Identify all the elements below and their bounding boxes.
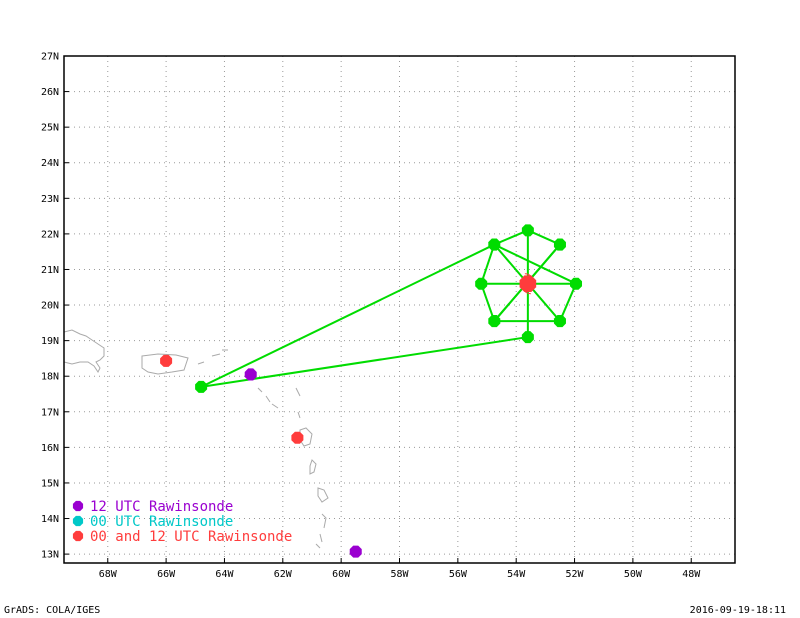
x-tick-label: 56W: [449, 569, 468, 580]
footer-right: 2016-09-19-18:11: [689, 605, 786, 616]
x-tick-label: 62W: [274, 569, 293, 580]
dropsonde-point: [488, 238, 501, 251]
y-tick-label: 15N: [41, 478, 59, 489]
x-tick-label: 64W: [215, 569, 234, 580]
station-san-juan: [160, 354, 173, 367]
dropsonde-point: [521, 224, 534, 237]
dropsonde-point: [553, 315, 566, 328]
y-tick-label: 21N: [41, 265, 59, 276]
coast-martinique: [317, 487, 329, 503]
flight-segment: [480, 244, 496, 285]
x-tick-label: 60W: [332, 569, 351, 580]
coast-virgin-islands: [197, 349, 228, 365]
footer-left: GrADS: COLA/IGES: [4, 605, 101, 616]
station-st-maarten: [244, 368, 257, 381]
y-tick-label: 14N: [41, 514, 59, 525]
coast-dominica: [309, 459, 317, 475]
legend-marker: [72, 500, 84, 512]
coast-hispaniola: [63, 329, 105, 373]
y-tick-label: 13N: [41, 550, 59, 561]
coast-puerto-rico: [141, 353, 189, 375]
dropsonde-point: [521, 331, 534, 344]
x-tick-label: 50W: [624, 569, 643, 580]
legend-label: 00 and 12 UTC Rawinsonde: [90, 529, 292, 545]
y-tick-label: 16N: [41, 443, 59, 454]
rawinsonde-stations: [160, 354, 362, 558]
x-tick-label: 48W: [682, 569, 701, 580]
flight-segment: [493, 243, 577, 285]
coast-st-lucia-grenadines: [315, 513, 327, 549]
x-tick-label: 52W: [566, 569, 585, 580]
y-tick-label: 27N: [41, 52, 59, 63]
y-tick-label: 18N: [41, 372, 59, 383]
y-tick-label: 23N: [41, 194, 59, 205]
flight-segment: [480, 283, 496, 322]
dropsonde-points: [195, 224, 583, 393]
flight-track: [200, 229, 577, 388]
coast-anguilla-antigua: [257, 387, 301, 419]
x-tick-label: 68W: [99, 569, 118, 580]
storm-center-marker: [519, 275, 537, 293]
legend-label: 00 UTC Rawinsonde: [90, 514, 233, 530]
flight-segment: [200, 243, 495, 388]
dropsonde-point: [553, 238, 566, 251]
grid-lines: [64, 55, 735, 563]
dropsonde-point: [475, 277, 488, 290]
legend-marker: [72, 530, 84, 542]
station-guadeloupe: [291, 431, 304, 444]
station-barbados: [349, 545, 362, 558]
dropsonde-point: [570, 277, 583, 290]
dropsonde-point: [488, 315, 501, 328]
y-tick-label: 26N: [41, 87, 59, 98]
flight-segment: [559, 283, 577, 322]
y-tick-label: 25N: [41, 123, 59, 134]
x-tick-label: 54W: [507, 569, 526, 580]
y-tick-label: 19N: [41, 336, 59, 347]
y-tick-label: 24N: [41, 158, 59, 169]
x-tick-label: 58W: [390, 569, 409, 580]
y-tick-label: 17N: [41, 407, 59, 418]
y-tick-label: 22N: [41, 229, 59, 240]
axis-ticks: 68W 66W 64W 62W 60W 58W 56W 54W 52W 50W 48W 13N 14N 1…: [41, 52, 701, 581]
y-tick-label: 20N: [41, 301, 59, 312]
flight-segment: [200, 336, 529, 388]
legend-label: 12 UTC Rawinsonde: [90, 499, 233, 515]
x-tick-label: 66W: [157, 569, 176, 580]
legend-marker: [72, 515, 84, 527]
dropsonde-point: [195, 380, 208, 393]
storm-center: [519, 273, 537, 295]
